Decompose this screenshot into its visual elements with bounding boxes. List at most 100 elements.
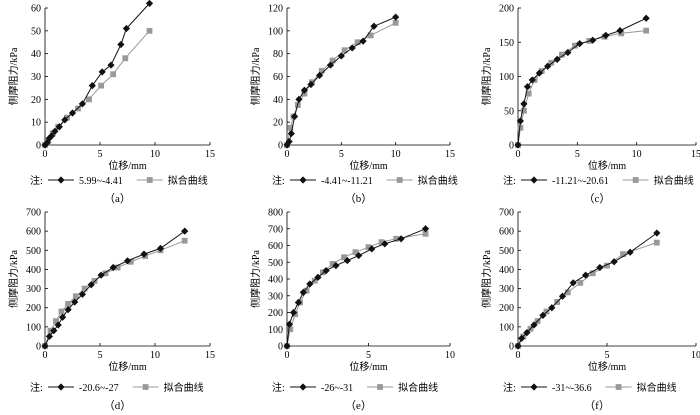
x-tick-label: 5 — [366, 350, 371, 361]
y-tick-label: 800 — [268, 208, 283, 219]
data-point — [514, 141, 522, 149]
data-point — [98, 82, 104, 89]
data-point — [314, 273, 322, 281]
y-tick-label: 300 — [26, 284, 41, 295]
data-point — [589, 36, 597, 44]
data-point — [543, 308, 550, 315]
data-point — [421, 225, 430, 233]
legend-marker — [142, 384, 149, 390]
data-point — [322, 267, 330, 275]
data-point — [572, 42, 578, 49]
data-point — [392, 19, 399, 26]
chart-panel: 0 100 200 300 400 500 600 700 800 0 5 10 位移/mm 侧摩阻力/k… — [249, 208, 455, 413]
legend-marker — [615, 384, 622, 390]
y-tick-label: 100 — [268, 26, 283, 37]
data-point — [55, 123, 63, 131]
data-point — [653, 239, 660, 246]
y-axis-label: 侧摩阻力/kPa — [480, 250, 493, 308]
data-point — [653, 229, 661, 237]
x-tick-label: 0 — [43, 350, 48, 361]
legend-entry: -4.41~-11.21 — [321, 176, 373, 187]
legend-entry: 拟合曲线 — [637, 381, 677, 394]
data-point — [287, 124, 294, 131]
data-point — [516, 117, 524, 125]
x-tick-label: 15 — [205, 350, 215, 361]
data-point — [341, 47, 348, 54]
series-line — [286, 16, 396, 146]
data-point — [54, 321, 62, 329]
data-point — [354, 39, 361, 46]
chart-panel: 0 10 20 30 40 50 60 0 5 10 15 位移/mm 侧摩阻力/kPa 注: 5.99~-… — [7, 0, 215, 205]
data-point — [626, 248, 634, 256]
x-tick-label: 0 — [285, 149, 290, 160]
x-tick-label: 5 — [98, 149, 103, 160]
data-point — [548, 59, 555, 66]
data-point — [64, 306, 72, 314]
data-point — [514, 342, 522, 350]
x-axis-label: 位移/mm — [108, 360, 147, 373]
series-line — [286, 228, 426, 347]
data-point — [98, 68, 106, 76]
data-point — [307, 80, 315, 89]
data-point — [642, 14, 650, 22]
data-point — [397, 235, 405, 243]
data-point — [520, 100, 528, 108]
series-line — [286, 22, 396, 146]
data-point — [564, 48, 572, 57]
data-point — [359, 37, 367, 45]
data-point — [72, 293, 79, 300]
data-point — [337, 52, 345, 60]
data-point — [48, 132, 56, 140]
data-point — [97, 271, 105, 279]
x-axis-label: 位移/mm — [588, 159, 627, 172]
legend-entry: 拟合曲线 — [398, 381, 438, 394]
y-axis-label: 侧摩阻力/kPa — [480, 47, 493, 105]
legend-marker — [530, 176, 538, 184]
panel-sublabel: （b） — [345, 192, 373, 205]
y-tick-label: 0 — [36, 141, 41, 152]
series-line — [517, 242, 657, 347]
legend-prefix: 注: — [272, 174, 285, 187]
y-tick-label: 200 — [499, 303, 514, 314]
data-point — [316, 71, 324, 79]
data-point — [544, 62, 552, 70]
data-point — [122, 24, 130, 33]
y-axis-label: 侧摩阻力/kPa — [249, 250, 262, 308]
data-point — [329, 261, 336, 267]
y-tick-label: 400 — [499, 265, 514, 276]
panel-sublabel: （f） — [584, 399, 610, 412]
data-point — [576, 40, 584, 48]
legend-entry: 拟合曲线 — [654, 174, 694, 187]
y-axis-label: 侧摩阻力/kPa — [7, 47, 20, 105]
panel-sublabel: （c） — [584, 192, 611, 205]
data-point — [71, 298, 79, 306]
data-point — [87, 281, 95, 289]
data-point — [343, 256, 351, 265]
y-tick-label: 20 — [31, 95, 41, 106]
data-point — [114, 264, 121, 271]
data-point — [539, 311, 547, 319]
data-point — [78, 290, 86, 298]
data-point — [53, 318, 59, 325]
data-point — [620, 251, 626, 258]
data-point — [604, 262, 610, 269]
data-point — [68, 109, 77, 117]
y-tick-label: 600 — [26, 227, 41, 238]
legend-prefix: 注: — [503, 381, 516, 394]
series-line — [44, 240, 185, 347]
data-point — [45, 332, 53, 341]
y-tick-label: 500 — [268, 258, 283, 269]
data-point — [295, 95, 303, 103]
y-tick-label: 700 — [268, 224, 283, 235]
data-point — [523, 329, 531, 337]
y-tick-label: 300 — [268, 291, 283, 302]
y-tick-label: 100 — [268, 325, 283, 336]
x-tick-label: 10 — [445, 350, 455, 361]
legend-marker — [57, 383, 65, 391]
data-point — [181, 227, 189, 235]
data-point — [50, 327, 58, 335]
y-tick-label: 200 — [268, 308, 283, 319]
y-tick-label: 0 — [509, 141, 514, 152]
panel-sublabel: （e） — [345, 399, 372, 412]
